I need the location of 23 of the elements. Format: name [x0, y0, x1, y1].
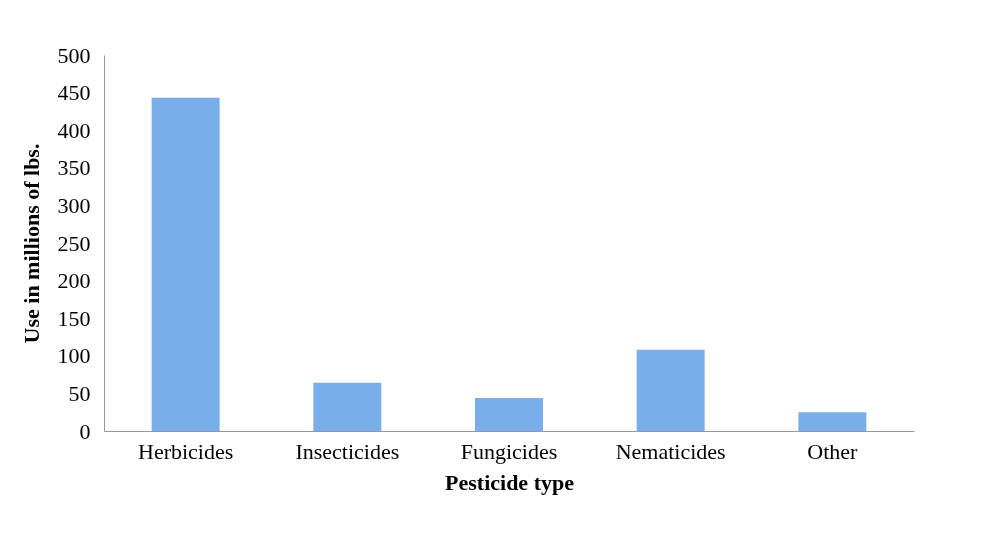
y-tick-label: 250 — [57, 230, 91, 256]
bar — [798, 412, 867, 431]
y-tick-label: 100 — [57, 343, 91, 369]
y-axis-title: Use in millions of lbs. — [18, 143, 44, 344]
y-tick-label: 0 — [79, 418, 91, 444]
y-tick-label: 50 — [68, 380, 91, 406]
bar — [475, 397, 543, 431]
y-tick-label: 400 — [57, 117, 91, 143]
x-tick-label: Herbicides — [138, 438, 234, 464]
y-tick-label: 300 — [57, 192, 91, 218]
x-tick-label: Other — [807, 438, 859, 464]
x-axis-title: Pesticide type — [445, 469, 575, 495]
y-tick-label: 150 — [57, 305, 91, 331]
bar — [151, 97, 220, 431]
y-tick-label: 200 — [57, 268, 91, 294]
y-tick-label: 350 — [57, 155, 91, 181]
y-tick-label: 450 — [57, 80, 91, 106]
y-tick-label: 500 — [57, 42, 91, 68]
x-tick-label: Insecticides — [295, 438, 400, 464]
bar — [313, 382, 382, 431]
x-tick-label: Fungicides — [460, 438, 558, 464]
bar — [636, 349, 705, 431]
x-tick-label: Nematicides — [615, 438, 726, 464]
